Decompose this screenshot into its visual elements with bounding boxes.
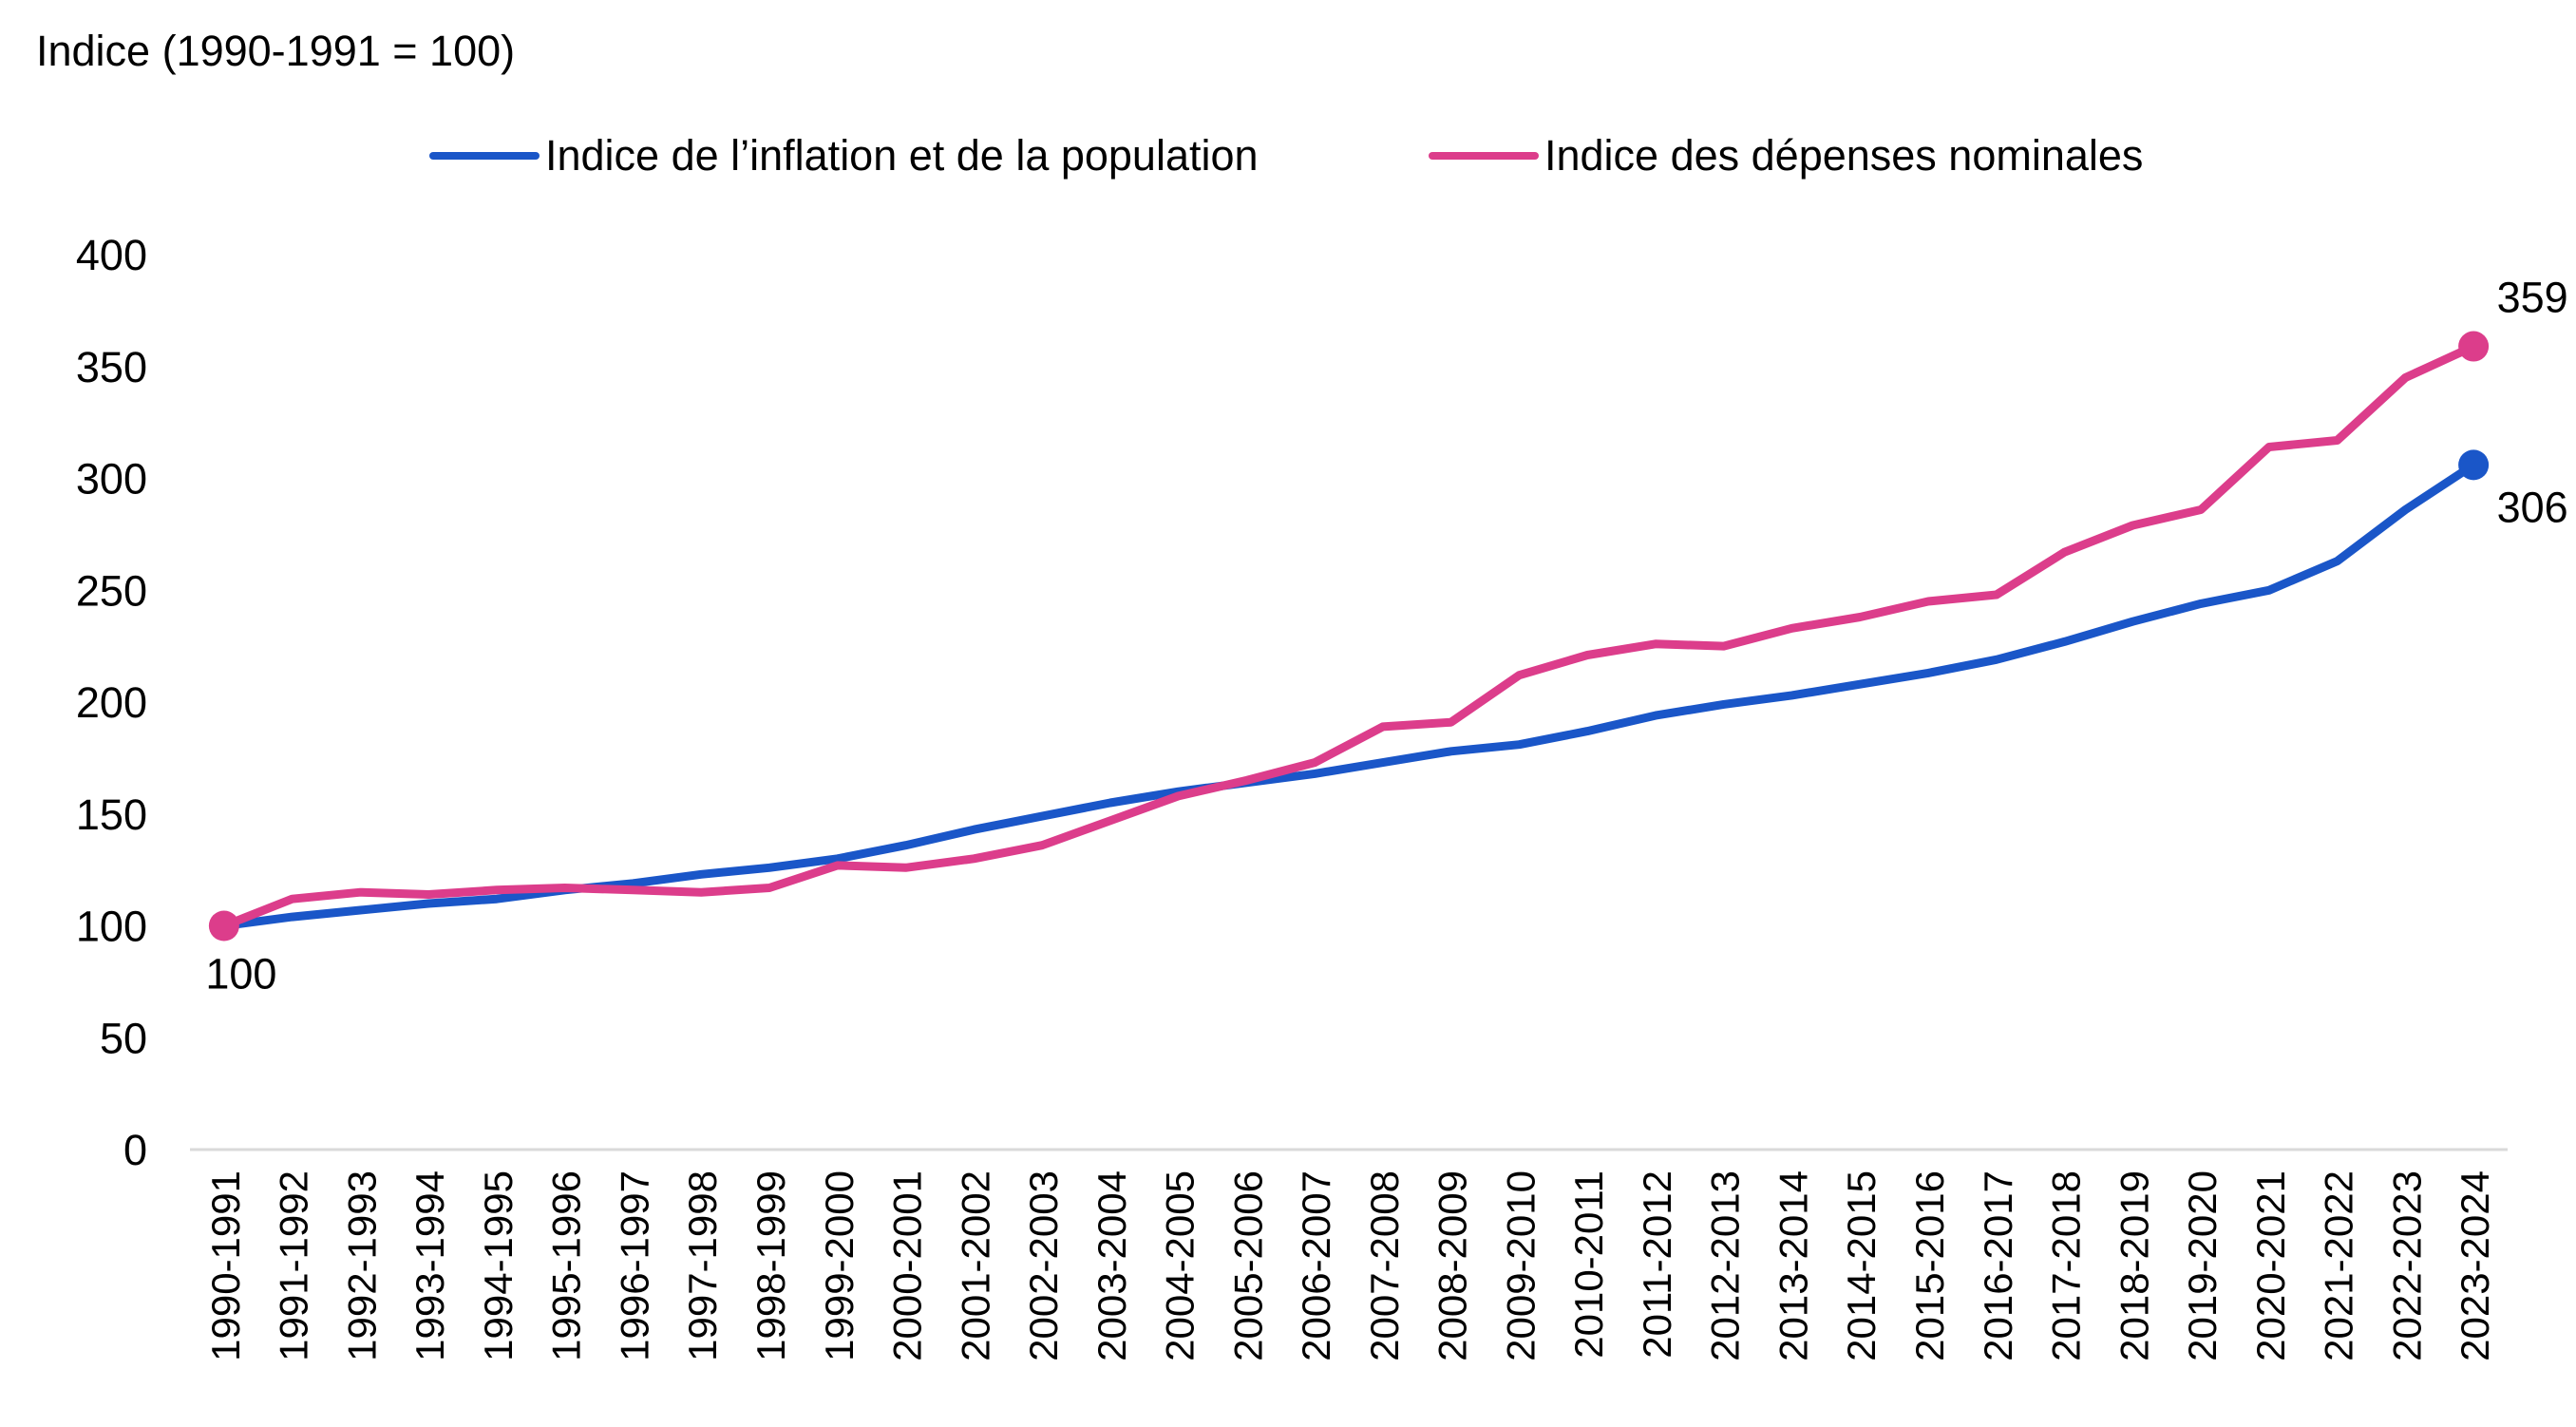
- x-tick-label: 1993-1994: [407, 1170, 452, 1361]
- x-tick-label: 1990-1991: [203, 1170, 248, 1361]
- series-endpoints: [208, 331, 2490, 942]
- x-tick-label: 2006-2007: [1294, 1170, 1338, 1361]
- y-tick-label: 200: [76, 678, 147, 727]
- x-tick-label: 2004-2005: [1158, 1170, 1203, 1361]
- start-point-nominal-spending: [208, 910, 239, 942]
- x-tick-label: 2014-2015: [1839, 1170, 1884, 1361]
- legend-label-inflation-population: Indice de l’inflation et de la populatio…: [545, 131, 1259, 180]
- end-point-nominal-spending: [2458, 331, 2490, 362]
- data-label-end-inflation-population: 306: [2497, 483, 2568, 531]
- end-point-inflation-population: [2458, 449, 2490, 481]
- legend-swatch-inflation-population: [429, 152, 540, 160]
- x-tick-label: 1992-1993: [339, 1170, 384, 1361]
- x-tick-label: 2017-2018: [2044, 1170, 2089, 1361]
- x-tick-label: 2018-2019: [2112, 1170, 2156, 1361]
- x-tick-label: 2007-2008: [1362, 1170, 1407, 1361]
- x-tick-label: 2016-2017: [1976, 1170, 2020, 1361]
- x-tick-label: 2001-2002: [953, 1170, 997, 1361]
- data-label-start: 100: [205, 950, 276, 999]
- x-tick-label: 2011-2012: [1635, 1170, 1679, 1359]
- y-tick-label: 350: [76, 343, 147, 391]
- legend-item-inflation-population: Indice de l’inflation et de la populatio…: [429, 129, 1259, 182]
- x-axis-ticks: 1990-1991 1991-1992 1992-1993 1993-1994 1994…: [203, 1170, 2497, 1361]
- x-tick-label: 2002-2003: [1021, 1170, 1066, 1361]
- x-tick-label: 1991-1992: [272, 1170, 316, 1361]
- x-tick-label: 1996-1997: [612, 1170, 656, 1361]
- legend-swatch-nominal-spending: [1429, 152, 1539, 160]
- x-tick-label: 2019-2020: [2180, 1170, 2225, 1361]
- legend-label-nominal-spending: Indice des dépenses nominales: [1544, 131, 2144, 180]
- x-tick-label: 1994-1995: [476, 1170, 521, 1361]
- y-tick-label: 0: [123, 1126, 147, 1174]
- y-tick-label: 300: [76, 455, 147, 504]
- series-lines: [219, 342, 2478, 930]
- x-tick-label: 2012-2013: [1703, 1170, 1748, 1361]
- y-tick-label: 250: [76, 566, 147, 615]
- x-tick-label: 1999-2000: [817, 1170, 862, 1361]
- x-tick-label: 2022-2023: [2384, 1170, 2429, 1361]
- x-tick-label: 2003-2004: [1089, 1170, 1134, 1361]
- x-tick-label: 2023-2024: [2453, 1170, 2497, 1361]
- series-line-inflation-population: [219, 460, 2478, 930]
- x-tick-label: 1995-1996: [544, 1170, 589, 1361]
- x-tick-label: 2010-2011: [1566, 1170, 1611, 1359]
- y-tick-label: 50: [100, 1014, 147, 1062]
- y-axis-ticks: 0 50 100 150 200 250 300 350 400: [76, 231, 147, 1174]
- x-tick-label: 2020-2021: [2248, 1170, 2293, 1361]
- y-axis-title: Indice (1990-1991 = 100): [36, 27, 516, 75]
- x-tick-label: 2013-2014: [1771, 1170, 1815, 1361]
- x-tick-label: 2000-2001: [885, 1170, 930, 1361]
- y-tick-label: 400: [76, 231, 147, 279]
- x-tick-label: 1997-1998: [680, 1170, 725, 1361]
- x-tick-label: 2005-2006: [1225, 1170, 1270, 1361]
- data-label-end-nominal-spending: 359: [2497, 274, 2568, 322]
- x-tick-label: 2021-2022: [2317, 1170, 2361, 1361]
- x-tick-label: 2015-2016: [1907, 1170, 1952, 1361]
- x-tick-label: 2009-2010: [1498, 1170, 1543, 1361]
- legend-item-nominal-spending: Indice des dépenses nominales: [1429, 129, 2143, 182]
- x-tick-label: 2008-2009: [1430, 1170, 1475, 1361]
- y-tick-label: 150: [76, 790, 147, 839]
- series-line-nominal-spending: [219, 342, 2478, 930]
- y-tick-label: 100: [76, 903, 147, 951]
- data-labels: 100 359 306: [205, 274, 2567, 999]
- x-tick-label: 1998-1999: [748, 1170, 793, 1361]
